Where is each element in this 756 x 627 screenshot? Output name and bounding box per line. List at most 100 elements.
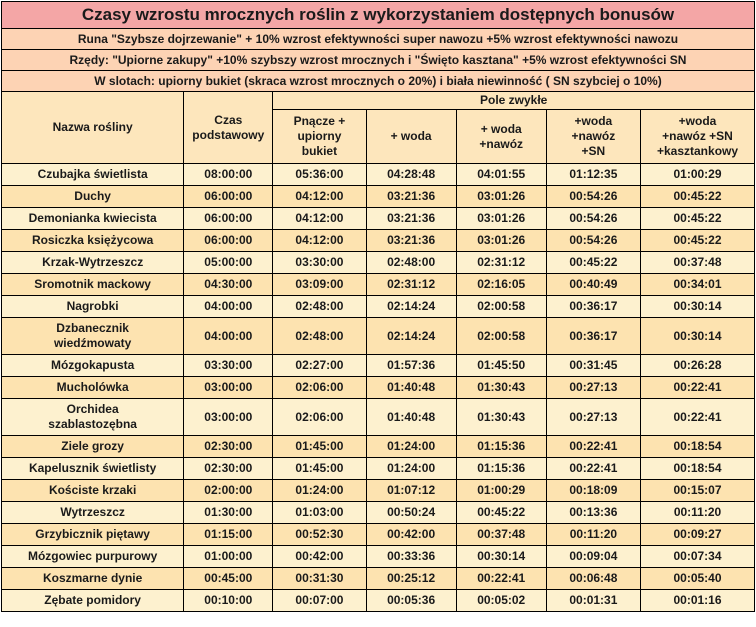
plant-name-cell: Zębate pomidory (0, 589, 185, 612)
table-row: Mózgokapusta 03:30:00 02:27:00 01:57:36 01:4… (0, 354, 755, 377)
time-cell: 02:31:12 (455, 251, 547, 274)
time-cell: 00:52:30 (272, 523, 367, 546)
time-cell: 00:45:22 (640, 229, 755, 252)
table-row: Nagrobki 04:00:00 02:48:00 02:14:24 02:00:58… (0, 295, 755, 318)
header-water-fertilizer: + woda +nawóz (455, 109, 547, 164)
plant-name-cell: Kościste krzaki (0, 479, 185, 502)
base-time-cell: 08:00:00 (183, 163, 274, 186)
time-cell: 02:27:00 (272, 354, 367, 377)
time-cell: 00:45:22 (455, 501, 547, 524)
time-cell: 00:01:16 (640, 589, 755, 612)
plant-name-cell: Sromotnik mackowy (0, 273, 185, 296)
time-cell: 02:16:05 (455, 273, 547, 296)
time-cell: 03:01:26 (455, 229, 547, 252)
time-cell: 02:00:58 (455, 317, 547, 355)
base-time-cell: 02:00:00 (183, 479, 274, 502)
time-cell: 00:07:34 (640, 545, 755, 568)
base-time-cell: 01:00:00 (183, 545, 274, 568)
time-cell: 02:00:58 (455, 295, 547, 318)
table-row: Dzbanecznik wiedźmowaty 04:00:00 02:48:00 0… (0, 317, 755, 355)
header-vine-bouquet: Pnącze + upiorny bukiet (272, 109, 367, 164)
table-row: Czubajka świetlista 08:00:00 05:36:00 04:28… (0, 163, 755, 186)
time-cell: 01:45:00 (272, 435, 367, 458)
time-cell: 04:12:00 (272, 207, 367, 230)
time-cell: 00:25:12 (365, 567, 457, 590)
time-cell: 03:01:26 (455, 207, 547, 230)
time-cell: 03:21:36 (365, 207, 457, 230)
time-cell: 00:45:22 (545, 251, 642, 274)
header-group-row: Nazwa rośliny Czas podstawowy Pole zwykł… (0, 91, 755, 164)
time-cell: 03:21:36 (365, 185, 457, 208)
info-sloty: W slotach: upiorny bukiet (skraca wzrost… (1, 70, 755, 92)
time-cell: 00:27:13 (545, 398, 642, 436)
base-time-cell: 06:00:00 (183, 185, 274, 208)
time-cell: 00:54:26 (545, 229, 642, 252)
info-row: W slotach: upiorny bukiet (skraca wzrost… (1, 70, 755, 92)
time-cell: 00:11:20 (545, 523, 642, 546)
header-plant-name: Nazwa rośliny (0, 91, 185, 164)
time-cell: 01:57:36 (365, 354, 457, 377)
time-cell: 04:01:55 (455, 163, 547, 186)
time-cell: 00:45:22 (640, 207, 755, 230)
time-cell: 01:00:29 (640, 163, 755, 186)
plant-name-cell: Czubajka świetlista (0, 163, 185, 186)
time-cell: 00:26:28 (640, 354, 755, 377)
time-cell: 03:01:26 (455, 185, 547, 208)
time-cell: 04:12:00 (272, 185, 367, 208)
time-cell: 00:42:00 (365, 523, 457, 546)
time-cell: 02:06:00 (272, 398, 367, 436)
base-time-cell: 01:15:00 (183, 523, 274, 546)
base-time-cell: 04:00:00 (183, 295, 274, 318)
time-cell: 00:15:07 (640, 479, 755, 502)
header-water-fertilizer-sn: +woda +nawóz +SN (545, 109, 642, 164)
plant-name-cell: Rosiczka księżycowa (0, 229, 185, 252)
time-cell: 00:54:26 (545, 185, 642, 208)
plant-name-cell: Grzybicznik piętawy (0, 523, 185, 546)
base-time-cell: 04:30:00 (183, 273, 274, 296)
time-cell: 00:09:27 (640, 523, 755, 546)
info-rzedy: Rzędy: "Upiorne zakupy" +10% szybszy wzr… (1, 49, 755, 71)
time-cell: 01:45:00 (272, 457, 367, 480)
time-cell: 01:24:00 (365, 457, 457, 480)
title-row: Czasy wzrostu mrocznych roślin z wykorzy… (1, 1, 755, 29)
time-cell: 00:22:41 (640, 398, 755, 436)
plant-name-cell: Koszmarne dynie (0, 567, 185, 590)
base-time-cell: 01:30:00 (183, 501, 274, 524)
time-cell: 00:36:17 (545, 317, 642, 355)
time-cell: 00:06:48 (545, 567, 642, 590)
table-row: Grzybicznik piętawy 01:15:00 00:52:30 00:42… (0, 523, 755, 546)
plant-name-cell: Orchidea szablastozębna (0, 398, 185, 436)
time-cell: 00:31:45 (545, 354, 642, 377)
time-cell: 00:05:36 (365, 589, 457, 612)
plant-name-cell: Kapelusznik świetlisty (0, 457, 185, 480)
time-cell: 03:09:00 (272, 273, 367, 296)
time-cell: 02:31:12 (365, 273, 457, 296)
table-row: Zębate pomidory 00:10:00 00:07:00 00:05:36 0… (0, 589, 755, 612)
time-cell: 01:40:48 (365, 398, 457, 436)
time-cell: 00:30:14 (640, 317, 755, 355)
plant-name-cell: Demonianka kwiecista (0, 207, 185, 230)
time-cell: 05:36:00 (272, 163, 367, 186)
time-cell: 01:24:00 (272, 479, 367, 502)
base-time-cell: 04:00:00 (183, 317, 274, 355)
time-cell: 00:18:54 (640, 435, 755, 458)
time-cell: 03:21:36 (365, 229, 457, 252)
time-cell: 01:15:36 (455, 457, 547, 480)
plant-name-cell: Duchy (0, 185, 185, 208)
table-row: Kapelusznik świetlisty 02:30:00 01:45:00 01… (0, 457, 755, 480)
time-cell: 00:54:26 (545, 207, 642, 230)
table-row: Krzak-Wytrzeszcz 05:00:00 03:30:00 02:48:00… (0, 251, 755, 274)
time-cell: 00:37:48 (455, 523, 547, 546)
base-time-cell: 05:00:00 (183, 251, 274, 274)
table-row: Demonianka kwiecista 06:00:00 04:12:00 03:2… (0, 207, 755, 230)
time-cell: 01:00:29 (455, 479, 547, 502)
time-cell: 01:24:00 (365, 435, 457, 458)
time-cell: 01:30:43 (455, 376, 547, 399)
plant-name-cell: Wytrzeszcz (0, 501, 185, 524)
time-cell: 01:40:48 (365, 376, 457, 399)
time-cell: 00:05:02 (455, 589, 547, 612)
time-cell: 00:36:17 (545, 295, 642, 318)
growth-times-table: Czasy wzrostu mrocznych roślin z wykorzy… (0, 1, 755, 612)
time-cell: 01:07:12 (365, 479, 457, 502)
plant-name-cell: Mózgokapusta (0, 354, 185, 377)
